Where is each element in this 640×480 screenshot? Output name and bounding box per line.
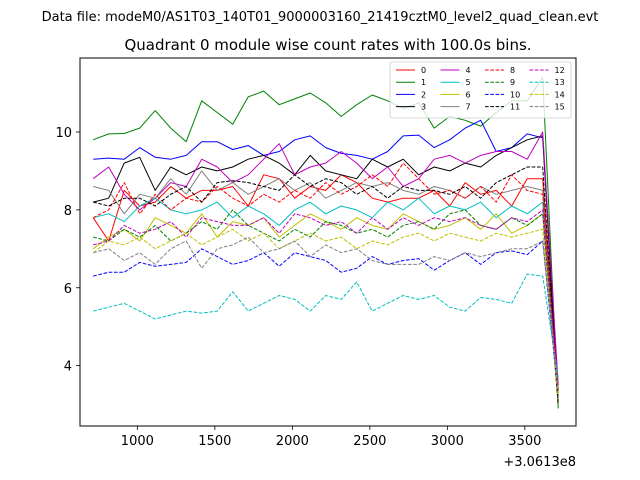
series-line-13 [93,273,559,378]
legend-label-6: 6 [466,90,471,99]
series-line-9 [93,209,559,405]
series-line-15 [93,236,559,390]
x-tick-label: 1500 [198,434,231,449]
x-tick-label: 2500 [353,434,386,449]
y-tick-label: 8 [64,204,72,219]
x-tick-label: 2000 [276,434,309,449]
x-axis-offset-label: +3.0613e8 [503,455,576,470]
series-line-14 [92,228,559,397]
legend-label-14: 14 [555,90,565,99]
legend-label-13: 13 [555,78,565,87]
x-tick-label: 1000 [121,434,154,449]
series-line-7 [93,170,559,401]
x-tick-label: 3000 [431,434,464,449]
legend-label-11: 11 [510,103,520,112]
series-line-3 [93,135,559,405]
series-line-8 [92,162,559,393]
y-tick-label: 10 [55,126,72,141]
series-line-10 [93,240,559,397]
legend-label-1: 1 [421,78,426,87]
legend-box [389,61,572,119]
x-tick-label: 3500 [508,434,541,449]
chart-suptitle: Data file: modeM0/AS1T03_140T01_90000031… [42,10,599,25]
x-axis-ticks: 1000 1500 2000 2500 3000 3500 [121,426,541,449]
legend-label-5: 5 [466,78,471,87]
legend-label-7: 7 [466,103,471,112]
legend-label-9: 9 [510,78,515,87]
series-line-0 [92,174,559,393]
legend-label-3: 3 [421,103,426,112]
series-line-2 [93,119,559,390]
chart-title: Quadrant 0 module wise count rates with … [124,36,531,54]
y-tick-label: 4 [64,360,72,375]
series-line-1 [93,77,559,409]
legend-label-15: 15 [555,103,565,112]
legend-label-10: 10 [510,90,520,99]
legend-label-0: 0 [421,66,426,75]
series-line-4 [92,131,559,386]
series-line-5 [93,197,559,401]
legend-label-2: 2 [421,90,426,99]
series-line-6 [92,213,559,405]
axes-frame [79,57,577,427]
legend-label-8: 8 [510,66,515,75]
y-tick-label: 6 [64,282,72,297]
legend-label-12: 12 [555,66,565,75]
legend-label-4: 4 [466,66,471,75]
plot-lines [92,77,559,409]
series-line-11 [93,166,559,405]
y-axis-ticks: 4 6 8 10 [55,126,80,375]
series-line-12 [93,209,559,390]
